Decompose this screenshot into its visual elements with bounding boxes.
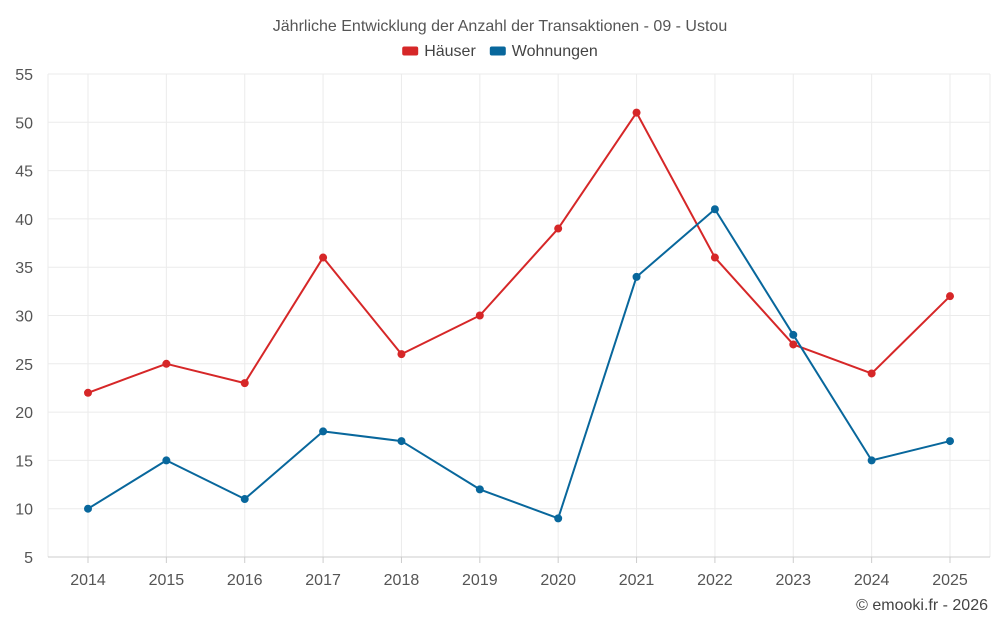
x-tick-label: 2023 <box>775 572 811 589</box>
legend-item[interactable]: Wohnungen <box>489 43 598 60</box>
data-point[interactable] <box>319 427 328 436</box>
y-tick-label: 45 <box>15 164 33 181</box>
data-point[interactable] <box>789 330 798 339</box>
credit-text: © emooki.fr - 2026 <box>856 597 988 614</box>
y-tick-label: 35 <box>15 260 33 277</box>
data-point[interactable] <box>946 292 954 301</box>
legend-label: Wohnungen <box>512 43 598 60</box>
data-point[interactable] <box>710 253 719 262</box>
y-tick-label: 30 <box>15 309 33 326</box>
series-2 <box>84 205 954 523</box>
data-point[interactable] <box>397 350 406 359</box>
y-tick-label: 15 <box>15 453 33 470</box>
series-line <box>87 111 951 394</box>
grid <box>47 73 991 557</box>
data-point[interactable] <box>867 456 876 465</box>
legend-swatch <box>489 46 506 56</box>
data-point[interactable] <box>710 205 719 214</box>
data-point[interactable] <box>554 224 563 233</box>
data-point[interactable] <box>867 369 876 378</box>
legend: Häuser Wohnungen <box>402 43 598 60</box>
legend-item[interactable]: Häuser <box>402 43 476 60</box>
x-tick-label: 2015 <box>149 572 185 589</box>
data-point[interactable] <box>84 504 92 513</box>
x-tick-label: 2018 <box>384 572 420 589</box>
x-tick-label: 2020 <box>540 572 576 589</box>
x-tick-label: 2025 <box>932 572 968 589</box>
series-layer <box>84 108 954 523</box>
y-tick-label: 5 <box>24 550 33 567</box>
data-point[interactable] <box>632 272 641 281</box>
data-point[interactable] <box>475 311 484 320</box>
x-tick-label: 2024 <box>854 572 890 589</box>
data-point[interactable] <box>162 456 171 465</box>
series-1 <box>84 108 954 397</box>
y-tick-label: 55 <box>15 67 33 84</box>
series-line <box>87 208 951 520</box>
data-point[interactable] <box>240 495 249 504</box>
data-point[interactable] <box>162 359 171 368</box>
chart-title: Jährliche Entwicklung der Anzahl der Tra… <box>273 18 727 35</box>
x-tick-label: 2017 <box>305 572 341 589</box>
data-point[interactable] <box>554 514 563 523</box>
data-point[interactable] <box>240 379 249 388</box>
legend-swatch <box>402 46 419 56</box>
x-tick-label: 2022 <box>697 572 733 589</box>
data-point[interactable] <box>475 485 484 494</box>
data-point[interactable] <box>397 437 406 446</box>
data-point[interactable] <box>789 340 798 349</box>
data-point[interactable] <box>319 253 328 262</box>
y-tick-label: 40 <box>15 212 33 229</box>
data-point[interactable] <box>632 108 641 117</box>
x-tick-label: 2021 <box>619 572 655 589</box>
y-tick-label: 50 <box>15 115 33 132</box>
data-point[interactable] <box>946 437 954 446</box>
y-tick-label: 25 <box>15 357 33 374</box>
data-point[interactable] <box>84 388 92 397</box>
y-tick-label: 10 <box>15 502 33 519</box>
x-tick-label: 2014 <box>70 572 106 589</box>
y-tick-label: 20 <box>15 405 33 422</box>
x-tick-label: 2016 <box>227 572 263 589</box>
x-tick-label: 2019 <box>462 572 498 589</box>
legend-label: Häuser <box>424 43 476 60</box>
